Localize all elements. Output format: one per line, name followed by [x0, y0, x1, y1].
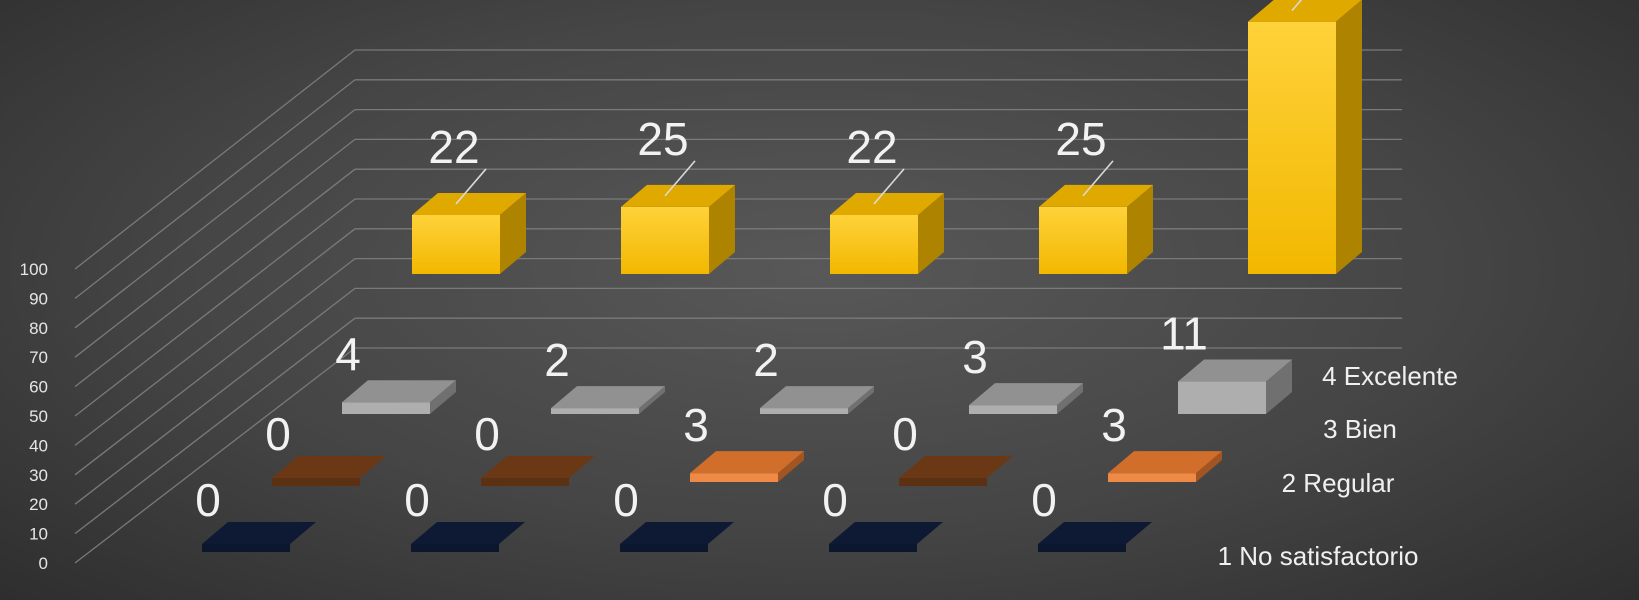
data-label-2-3: 3	[683, 399, 709, 451]
bar-4-4	[1039, 184, 1153, 274]
leader-line-4	[1082, 160, 1114, 197]
y-axis: 0 10 20 30 40 50 60 70 80 90 100	[20, 260, 48, 573]
bar-2-4	[899, 456, 1013, 486]
leader-line-2	[664, 160, 696, 197]
data-label-1-1: 0	[195, 474, 221, 526]
y-tick-label-50: 50	[29, 407, 48, 426]
data-label-2-2: 0	[474, 408, 500, 460]
gridline-side-0	[74, 347, 356, 564]
bar-4-1	[412, 192, 526, 274]
y-tick-label-0: 0	[39, 554, 48, 573]
series-label-2: 2 Regular	[1282, 468, 1395, 498]
gridline-side-10	[74, 317, 356, 535]
bar-3-5	[1178, 359, 1292, 414]
gridline-side-60	[74, 168, 356, 388]
bar-1-1	[202, 522, 316, 552]
leader-line-5	[1291, 0, 1303, 12]
bar-2-3	[690, 451, 804, 482]
bar-2-5	[1108, 451, 1222, 482]
bar-3-2	[551, 386, 665, 414]
y-tick-label-30: 30	[29, 466, 48, 485]
data-label-2-4: 0	[892, 408, 918, 460]
gridline-side-90	[74, 79, 356, 299]
bar-2-2	[481, 456, 595, 486]
bar-3-3	[760, 386, 874, 414]
y-tick-label-100: 100	[20, 260, 48, 279]
data-label-2-1: 0	[265, 408, 291, 460]
series-labels: 1 No satisfactorio 2 Regular 3 Bien 4 Excel…	[1218, 361, 1458, 571]
bar-2-1	[272, 456, 386, 486]
y-tick-label-20: 20	[29, 495, 48, 514]
leader-line-3	[873, 168, 905, 205]
gridline-side-40	[74, 228, 356, 446]
bar-4-5	[1248, 0, 1362, 275]
data-label-3-4: 3	[962, 331, 988, 383]
y-tick-label-90: 90	[29, 289, 48, 308]
bar-4-3	[830, 192, 944, 274]
data-label-3-5: 11	[1160, 308, 1208, 360]
gridline-side-20	[74, 287, 356, 505]
data-label-3-1: 4	[335, 328, 361, 380]
y-tick-label-40: 40	[29, 436, 48, 455]
bar-1-4	[829, 522, 943, 552]
data-label-4-4: 25	[1055, 113, 1106, 165]
data-label-1-5: 0	[1031, 474, 1057, 526]
y-tick-label-80: 80	[29, 319, 48, 338]
data-label-4-3: 22	[846, 121, 897, 173]
gridline-side-30	[74, 258, 356, 476]
series-label-1: 1 No satisfactorio	[1218, 541, 1419, 571]
gridlines	[74, 49, 1402, 564]
data-label-4-1: 22	[428, 121, 479, 173]
leader-line-1	[455, 168, 487, 205]
gridline-side-50	[74, 198, 356, 417]
series-label-4: 4 Excelente	[1322, 361, 1458, 391]
series-label-3: 3 Bien	[1323, 414, 1397, 444]
data-label-1-2: 0	[404, 474, 430, 526]
gridline-side-100	[74, 49, 356, 270]
y-tick-label-10: 10	[29, 525, 48, 544]
data-label-3-2: 2	[544, 334, 570, 386]
y-tick-label-60: 60	[29, 378, 48, 397]
data-label-1-3: 0	[613, 474, 639, 526]
gridline-side-80	[74, 109, 356, 329]
data-label-4-2: 25	[637, 113, 688, 165]
y-tick-label-70: 70	[29, 348, 48, 367]
data-labels: 22252225944223110030300000	[195, 0, 1303, 526]
data-label-1-4: 0	[822, 474, 848, 526]
bar-1-3	[620, 522, 734, 552]
data-label-2-5: 3	[1101, 399, 1127, 451]
bar-3-1	[342, 380, 456, 414]
bar-1-2	[411, 522, 525, 552]
gridline-side-70	[74, 138, 356, 358]
data-label-3-3: 2	[753, 334, 779, 386]
bar-4-2	[621, 184, 735, 274]
bars	[202, 0, 1362, 552]
bar-1-5	[1038, 522, 1152, 552]
bar-3-4	[969, 383, 1083, 414]
